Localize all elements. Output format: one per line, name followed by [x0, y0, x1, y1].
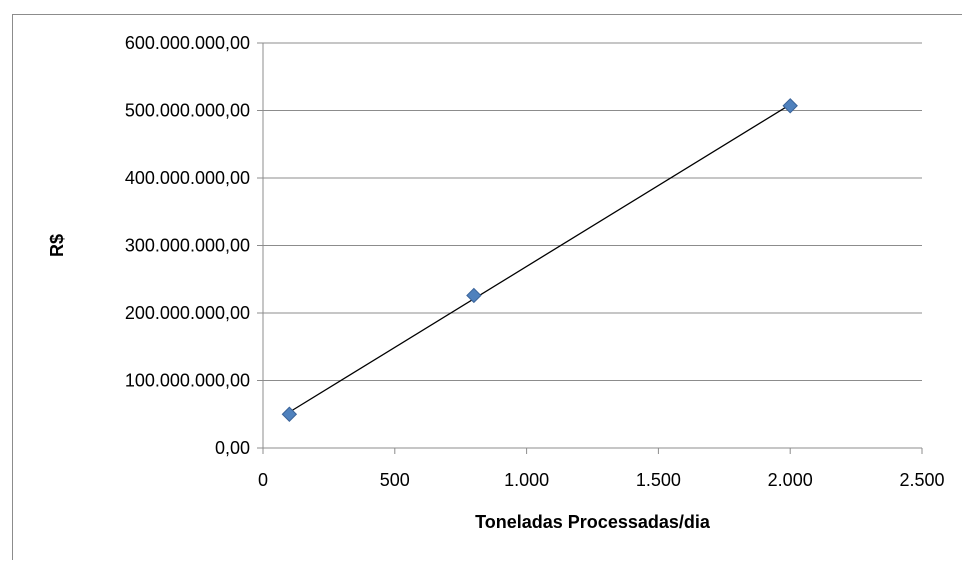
data-point — [782, 98, 798, 114]
x-tick-label: 1.500 — [636, 470, 681, 490]
gridlines — [263, 42, 922, 381]
y-tick-label: 400.000.000,00 — [125, 168, 250, 188]
x-tick-label: 500 — [380, 470, 410, 490]
y-tick-label: 600.000.000,00 — [125, 33, 250, 53]
y-tick-label: 200.000.000,00 — [125, 303, 250, 323]
x-tick-label: 2.500 — [899, 470, 944, 490]
y-tick-label: 0,00 — [215, 438, 250, 458]
x-axis-title: Toneladas Processadas/dia — [475, 512, 711, 532]
data-point — [466, 287, 482, 304]
y-tick-label: 500.000.000,00 — [125, 101, 250, 121]
trendline — [289, 103, 791, 413]
x-tick-labels: 0 500 1.000 1.500 2.000 2.500 — [258, 470, 945, 490]
y-tick-label: 100.000.000,00 — [125, 371, 250, 391]
y-axis-title: R$ — [47, 234, 67, 257]
x-tick-label: 1.000 — [504, 470, 549, 490]
axes — [257, 42, 923, 454]
trendline-line — [289, 103, 791, 413]
x-tick-label: 0 — [258, 470, 268, 490]
data-point — [281, 406, 298, 422]
chart-frame — [12, 14, 962, 560]
x-tick-label: 2.000 — [768, 470, 813, 490]
y-tick-labels: 0,00 100.000.000,00 200.000.000,00 300.000.… — [125, 33, 250, 458]
data-points — [281, 98, 798, 422]
y-tick-label: 300.000.000,00 — [125, 236, 250, 256]
